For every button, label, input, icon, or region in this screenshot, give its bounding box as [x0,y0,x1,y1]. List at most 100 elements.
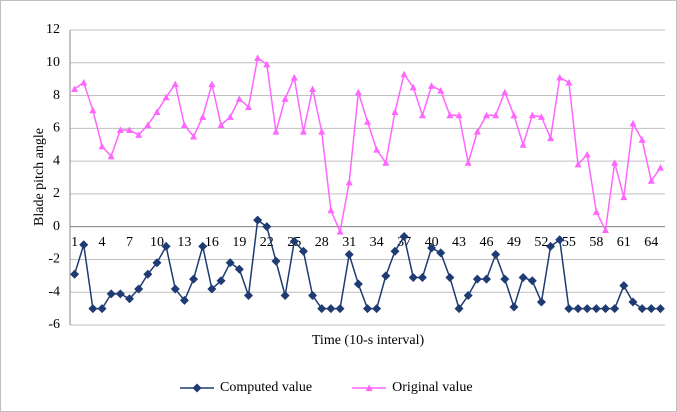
point [482,274,491,284]
point [106,289,116,299]
point [555,235,565,245]
legend-marker [192,383,202,393]
point [189,274,199,284]
point [217,121,225,129]
x-tick-label: 16 [205,235,219,250]
point [372,304,382,314]
point [655,304,665,314]
x-tick-label: 19 [232,235,246,250]
y-tick-label: 8 [53,88,60,103]
legend-marker [365,384,373,391]
point [89,106,97,114]
point [216,276,226,286]
point [564,304,574,314]
point [318,128,326,135]
x-tick-label: 49 [507,235,521,250]
point [446,111,454,119]
point [647,177,655,184]
point [646,304,656,314]
point [245,103,252,111]
x-tick-label: 10 [150,235,164,250]
y-tick-label: 12 [46,22,60,37]
point [408,272,418,282]
x-tick-label: 34 [370,235,384,250]
point [326,304,336,314]
point [500,274,510,284]
point [290,74,298,81]
x-tick-label: 13 [177,235,191,250]
point [280,291,290,300]
y-tick-label: 0 [53,219,60,234]
point [225,258,235,268]
x-tick-label: 43 [452,235,466,250]
x-tick-label: 31 [342,235,356,250]
point [126,126,133,133]
x-tick-label: 64 [644,235,658,250]
point [501,88,509,96]
point [299,128,307,135]
y-tick-label: 4 [53,153,60,168]
point [234,264,244,274]
point [454,304,464,314]
point [263,60,271,68]
x-tick-label: 55 [562,235,576,250]
point [546,241,556,251]
point [179,295,189,305]
y-tick-label: 2 [53,186,60,201]
point [400,70,408,78]
point [519,141,527,148]
point [573,304,583,314]
legend-label: Computed value [220,380,312,395]
point [537,113,545,120]
point [125,294,134,304]
point [628,297,638,307]
point [492,111,500,119]
point [518,272,528,282]
point [582,304,592,314]
point [353,279,363,289]
point [437,87,445,94]
point [161,241,171,251]
point [483,111,490,119]
point [637,304,647,314]
x-tick-label: 28 [315,235,329,250]
point [298,246,308,256]
x-tick-label: 7 [126,235,133,250]
point [199,113,207,120]
x-tick-label: 58 [589,235,603,250]
point [309,85,317,92]
point [611,159,619,166]
point [152,258,162,268]
x-tick-label: 37 [397,235,411,250]
point [143,269,153,279]
point [244,291,253,300]
point [620,193,628,201]
point [363,304,372,314]
point [427,243,437,253]
point [629,119,637,127]
point [134,284,144,294]
point [235,95,243,102]
point [591,304,601,314]
point [162,93,170,101]
point [565,78,573,86]
point [381,271,391,281]
point [170,284,180,294]
point [602,226,609,233]
x-tick-label: 1 [71,235,78,250]
x-axis-title: Time (10-s interval) [312,333,425,348]
point [335,304,345,314]
point [509,302,519,312]
point [71,85,79,92]
point [390,246,400,256]
point [391,108,399,115]
y-tick-label: 6 [53,121,60,136]
x-tick-label: 46 [480,235,494,250]
y-tick-label: -4 [48,284,60,299]
point [97,304,107,314]
point [463,291,473,300]
point [153,108,161,115]
point [70,269,80,279]
